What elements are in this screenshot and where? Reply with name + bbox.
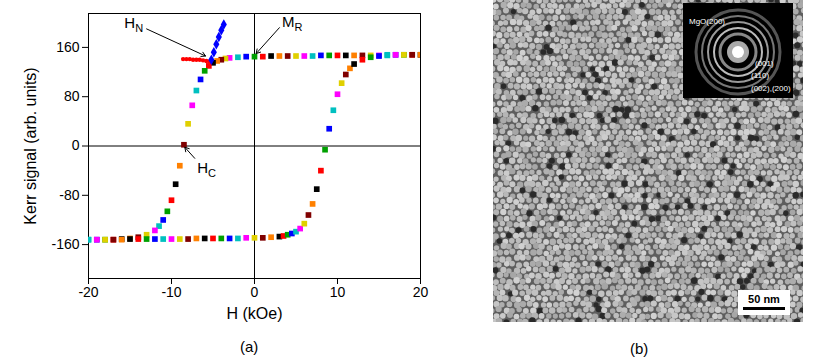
svg-text:(001): (001) xyxy=(755,59,774,68)
svg-text:-20: -20 xyxy=(78,284,98,300)
svg-text:HC: HC xyxy=(197,159,216,179)
html-text:(b): (b) xyxy=(630,340,649,357)
svg-text:0: 0 xyxy=(251,284,259,300)
html-text:(a): (a) xyxy=(240,338,259,355)
svg-text:160: 160 xyxy=(56,39,80,55)
svg-text:(002),(200): (002),(200) xyxy=(751,84,791,93)
svg-text:10: 10 xyxy=(330,284,346,300)
svg-text:-10: -10 xyxy=(161,284,181,300)
svg-text:-80: -80 xyxy=(59,187,79,203)
svg-text:Kerr signal (arb. units): Kerr signal (arb. units) xyxy=(22,67,39,224)
svg-text:MgO(200): MgO(200) xyxy=(689,17,725,26)
svg-text:HN: HN xyxy=(124,14,143,34)
svg-text:50 nm: 50 nm xyxy=(748,293,780,305)
svg-text:0: 0 xyxy=(72,137,80,153)
svg-text:MR: MR xyxy=(282,13,303,33)
svg-text:-160: -160 xyxy=(51,236,79,252)
svg-text:80: 80 xyxy=(64,88,80,104)
svg-text:20: 20 xyxy=(413,284,429,300)
svg-text:(110): (110) xyxy=(751,71,769,80)
svg-text:H (kOe): H (kOe) xyxy=(227,305,283,322)
